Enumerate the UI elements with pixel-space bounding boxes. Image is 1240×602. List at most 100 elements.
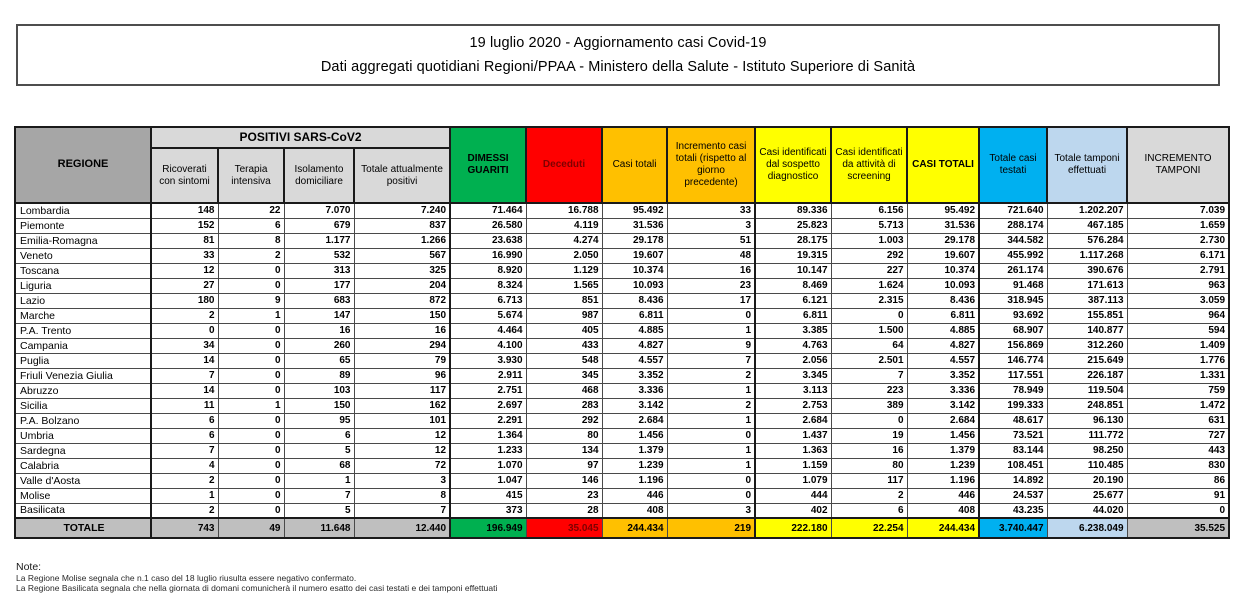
value-cell: 455.992 [978, 247, 1048, 264]
value-cell: 14 [150, 382, 219, 399]
value-cell: 313 [283, 262, 355, 279]
column-header-casi-totali-2: CASI TOTALI [906, 126, 981, 204]
value-cell: 31.536 [601, 217, 668, 234]
value-cell: 23 [666, 277, 756, 294]
value-cell: 345 [525, 367, 603, 384]
table-row: Molise 1 0 7 8 415 23 446 0 444 2 446 24.537 25.677 91 [14, 487, 1230, 504]
value-cell: 325 [353, 262, 451, 279]
value-cell: 6 [150, 427, 219, 444]
covid-bulletin-page: 19 luglio 2020 - Aggiornamento casi Covi… [0, 24, 1240, 602]
value-cell: 1.177 [283, 232, 355, 249]
total-label-cell: TOTALE [14, 517, 152, 539]
value-cell: 33 [666, 202, 756, 219]
value-cell: 17 [666, 292, 756, 309]
region-name-cell: Emilia-Romagna [14, 232, 152, 249]
table-header: REGIONE POSITIVI SARS-CoV2 DIMESSI GUARI… [14, 126, 1231, 204]
region-name-cell: Valle d'Aosta [14, 472, 152, 489]
value-cell: 1 [666, 322, 756, 339]
value-cell: 683 [283, 292, 355, 309]
value-cell: 6.713 [449, 292, 527, 309]
value-cell: 11 [150, 397, 219, 414]
column-header-deceduti: Deceduti [525, 126, 604, 204]
value-cell: 0 [830, 412, 908, 429]
table-row: Abruzzo 14 0 103 117 2.751 468 3.336 1 3.113 223 3.… [14, 382, 1230, 399]
value-cell: 96 [353, 367, 451, 384]
value-cell: 4.763 [754, 337, 832, 354]
value-cell: 0 [217, 472, 285, 489]
value-cell: 6 [830, 502, 908, 519]
value-cell: 0 [217, 352, 285, 369]
value-cell: 2 [666, 367, 756, 384]
value-cell: 0 [666, 487, 756, 504]
value-cell: 594 [1126, 322, 1230, 339]
value-cell: 260 [283, 337, 355, 354]
value-cell: 0 [217, 502, 285, 519]
value-cell: 1 [666, 412, 756, 429]
value-cell: 146 [525, 472, 603, 489]
table-body: Lombardia 148 22 7.070 7.240 71.464 16.788 95.4… [14, 202, 1230, 539]
value-cell: 1 [666, 442, 756, 459]
value-cell: 0 [1126, 502, 1230, 519]
value-cell: 19.607 [601, 247, 668, 264]
region-name-cell: Marche [14, 307, 152, 324]
value-cell: 0 [217, 412, 285, 429]
value-cell: 3.352 [601, 367, 668, 384]
value-cell: 29.178 [601, 232, 668, 249]
value-cell: 7 [830, 367, 908, 384]
value-cell: 5 [283, 502, 355, 519]
value-cell: 872 [353, 292, 451, 309]
value-cell: 1.456 [601, 427, 668, 444]
value-cell: 387.113 [1046, 292, 1128, 309]
value-cell: 86 [1126, 472, 1230, 489]
value-cell: 3.059 [1126, 292, 1230, 309]
value-cell: 34 [150, 337, 219, 354]
value-cell: 2.730 [1126, 232, 1230, 249]
value-cell: 155.851 [1046, 307, 1128, 324]
value-cell: 1.003 [830, 232, 908, 249]
value-cell: 405 [525, 322, 603, 339]
value-cell: 261.174 [978, 262, 1048, 279]
value-cell: 2.684 [754, 412, 832, 429]
region-name-cell: P.A. Bolzano [14, 412, 152, 429]
value-cell: 12 [150, 262, 219, 279]
value-cell: 22.254 [830, 517, 908, 539]
value-cell: 25.677 [1046, 487, 1128, 504]
value-cell: 851 [525, 292, 603, 309]
value-cell: 963 [1126, 277, 1230, 294]
value-cell: 1.409 [1126, 337, 1230, 354]
value-cell: 111.772 [1046, 427, 1128, 444]
value-cell: 721.640 [978, 202, 1048, 219]
region-name-cell: Lombardia [14, 202, 152, 219]
table-row: P.A. Bolzano 6 0 95 101 2.291 292 2.684 1 2.684 0 2… [14, 412, 1230, 429]
value-cell: 467.185 [1046, 217, 1128, 234]
total-row: TOTALE 743 49 11.648 12.440 196.949 35.045 244.… [14, 517, 1230, 539]
value-cell: 4.827 [601, 337, 668, 354]
value-cell: 5.713 [830, 217, 908, 234]
value-cell: 147 [283, 307, 355, 324]
value-cell: 2.697 [449, 397, 527, 414]
value-cell: 103 [283, 382, 355, 399]
value-cell: 152 [150, 217, 219, 234]
value-cell: 5.674 [449, 307, 527, 324]
table-row: P.A. Trento 0 0 16 16 4.464 405 4.885 1 3.385 1.50… [14, 322, 1230, 339]
value-cell: 23 [525, 487, 603, 504]
value-cell: 140.877 [1046, 322, 1128, 339]
value-cell: 5 [283, 442, 355, 459]
value-cell: 171.613 [1046, 277, 1128, 294]
value-cell: 9 [217, 292, 285, 309]
value-cell: 1 [217, 397, 285, 414]
value-cell: 4.557 [601, 352, 668, 369]
table-row: Calabria 4 0 68 72 1.070 97 1.239 1 1.159 80 1.239 1… [14, 457, 1230, 474]
value-cell: 24.537 [978, 487, 1048, 504]
value-cell: 9 [666, 337, 756, 354]
value-cell: 78.949 [978, 382, 1048, 399]
value-cell: 631 [1126, 412, 1230, 429]
value-cell: 6.238.049 [1046, 517, 1128, 539]
value-cell: 215.649 [1046, 352, 1128, 369]
value-cell: 16.788 [525, 202, 603, 219]
value-cell: 80 [830, 457, 908, 474]
value-cell: 830 [1126, 457, 1230, 474]
value-cell: 226.187 [1046, 367, 1128, 384]
value-cell: 6 [150, 412, 219, 429]
value-cell: 8.436 [601, 292, 668, 309]
